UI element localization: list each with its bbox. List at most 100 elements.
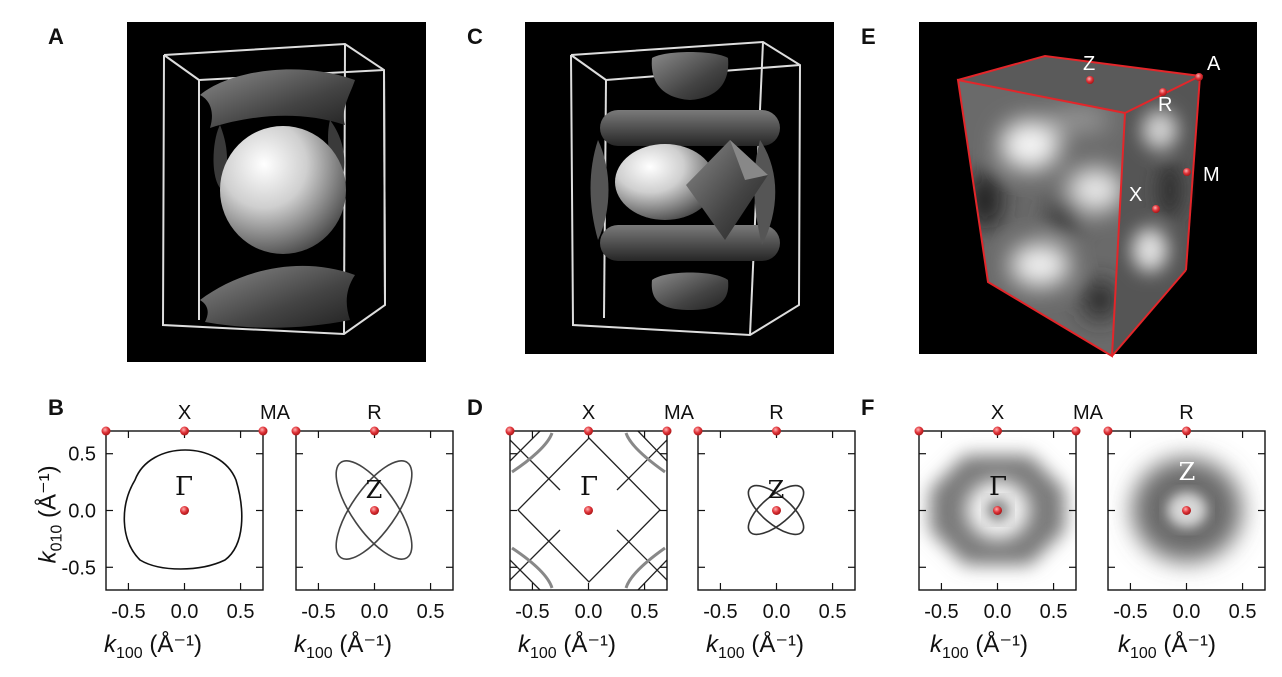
x-axis-title-f1: k100 (Å⁻¹) (930, 630, 1028, 663)
panel-label-f: F (861, 395, 875, 420)
x-tick-label-d1: -0.5 (515, 601, 549, 623)
x-tick-label-b1: 0.0 (171, 601, 199, 623)
center-point-marker-f2 (1182, 506, 1191, 515)
top-point-marker-f1 (993, 426, 1002, 436)
x-tick-label-d1: 0.5 (631, 601, 659, 623)
x-tick-label-d2: -0.5 (703, 601, 737, 623)
top-point-label-f1: MA (1073, 402, 1104, 424)
top-point-label-d1: MA (664, 402, 695, 424)
x-tick-label-f2: 0.0 (1173, 601, 1201, 623)
top-point-label-b1: MA (260, 402, 291, 424)
x-tick-label-f1: -0.5 (924, 601, 958, 623)
point-label-z-d: Z (768, 476, 785, 504)
x-axis-title-b2: k100 (Å⁻¹) (294, 630, 392, 663)
y-axis-subscript: 010 (48, 524, 66, 552)
top-point-marker-f2 (1103, 426, 1113, 436)
point-label-gamma-b: Γ (175, 472, 193, 502)
x-tick-label-b2: 0.5 (417, 601, 445, 623)
panel-c-fermi-surface (525, 22, 834, 354)
top-point-marker-d1 (662, 426, 672, 436)
top-point-label-f2: R (1179, 402, 1193, 424)
x-tick-label-d2: 0.0 (763, 601, 791, 623)
x-axis-symbol: k (930, 631, 942, 658)
x-tick-label-f2: -0.5 (1113, 601, 1147, 623)
x-tick-label-b2: -0.5 (301, 601, 335, 623)
center-point-marker-f1 (993, 506, 1002, 515)
x-axis-subscript: 100 (942, 644, 969, 662)
x-axis-subscript: 100 (1130, 644, 1157, 662)
panel-label-e: E (861, 24, 876, 49)
x-axis-unit: (Å⁻¹) (968, 631, 1029, 658)
top-point-label-d2: R (769, 402, 783, 424)
top-point-marker-f1 (1071, 426, 1081, 436)
x-axis-title-d1: k100 (Å⁻¹) (518, 630, 616, 663)
point-label-z-b: Z (366, 476, 383, 504)
x-axis-title-f2: k100 (Å⁻¹) (1118, 630, 1216, 663)
x-tick-label-b1: 0.5 (227, 601, 255, 623)
y-axis-title: k010 (Å⁻¹) (34, 434, 67, 594)
x-axis-unit: (Å⁻¹) (142, 631, 203, 658)
x-axis-symbol: k (294, 631, 306, 658)
top-point-marker-b1 (258, 426, 268, 436)
x-axis-title-b1: k100 (Å⁻¹) (104, 630, 202, 663)
x-axis-subscript: 100 (718, 644, 745, 662)
panel-b-gamma-contour (123, 449, 243, 570)
x-tick-label-d2: 0.5 (819, 601, 847, 623)
top-point-marker-b2 (370, 426, 379, 436)
x-axis-subscript: 100 (530, 644, 557, 662)
top-point-marker-f1 (914, 426, 924, 436)
panel-label-b: B (48, 395, 64, 420)
point-label-gamma-d: Γ (580, 472, 598, 502)
panel-b-z-contour (335, 460, 413, 560)
top-point-marker-d1 (584, 426, 593, 436)
x-axis-subscript: 100 (306, 644, 333, 662)
x-axis-unit: (Å⁻¹) (744, 631, 805, 658)
point-label-gamma-f: Γ (989, 472, 1007, 502)
x-axis-unit: (Å⁻¹) (332, 631, 393, 658)
x-tick-label-f2: 0.5 (1229, 601, 1257, 623)
top-point-label-f1: X (991, 402, 1004, 424)
y-axis-unit: (Å⁻¹) (34, 465, 62, 525)
top-point-marker-b1 (101, 426, 111, 436)
x-axis-unit: (Å⁻¹) (556, 631, 617, 658)
center-point-marker-d1 (584, 506, 593, 515)
panel-label-a: A (48, 24, 64, 49)
x-axis-subscript: 100 (116, 644, 143, 662)
panel-label-d: D (467, 395, 483, 420)
top-point-label-b2: R (367, 402, 381, 424)
x-axis-symbol: k (1118, 631, 1130, 658)
center-point-marker-d2 (772, 506, 781, 515)
point-label-z-f: Z (1179, 458, 1196, 486)
x-axis-title-d2: k100 (Å⁻¹) (706, 630, 804, 663)
top-point-marker-f2 (1182, 426, 1191, 436)
point-label-x-3d: X (1129, 184, 1142, 206)
panel-d-gamma-contour (510, 431, 667, 590)
panel-label-c: C (467, 24, 483, 49)
point-label-a-3d: A (1207, 53, 1221, 75)
y-tick-label: -0.5 (62, 557, 96, 579)
top-point-label-b1: X (178, 402, 191, 424)
y-tick-label: 0.0 (68, 501, 96, 523)
x-tick-label-b2: 0.0 (361, 601, 389, 623)
point-label-m-3d: M (1203, 164, 1220, 186)
x-tick-label-f1: 0.0 (984, 601, 1012, 623)
x-axis-symbol: k (518, 631, 530, 658)
top-point-marker-d2 (693, 426, 703, 436)
x-tick-label-f1: 0.5 (1040, 601, 1068, 623)
x-axis-symbol: k (104, 631, 116, 658)
top-point-marker-d1 (505, 426, 515, 436)
panel-e-fermi-surface: Z R A M X (919, 22, 1257, 358)
point-label-r-3d: R (1158, 94, 1172, 116)
x-tick-label-b1: -0.5 (111, 601, 145, 623)
top-point-marker-b1 (180, 426, 189, 436)
center-point-marker-b2 (370, 506, 379, 515)
point-label-z-3d: Z (1083, 53, 1095, 75)
x-axis-unit: (Å⁻¹) (1156, 631, 1217, 658)
panel-d-z-contour (747, 484, 805, 536)
x-axis-symbol: k (706, 631, 718, 658)
x-tick-label-d1: 0.0 (575, 601, 603, 623)
panel-a-fermi-surface (127, 22, 426, 362)
y-tick-label: 0.5 (68, 444, 96, 466)
top-point-marker-b2 (291, 426, 301, 436)
